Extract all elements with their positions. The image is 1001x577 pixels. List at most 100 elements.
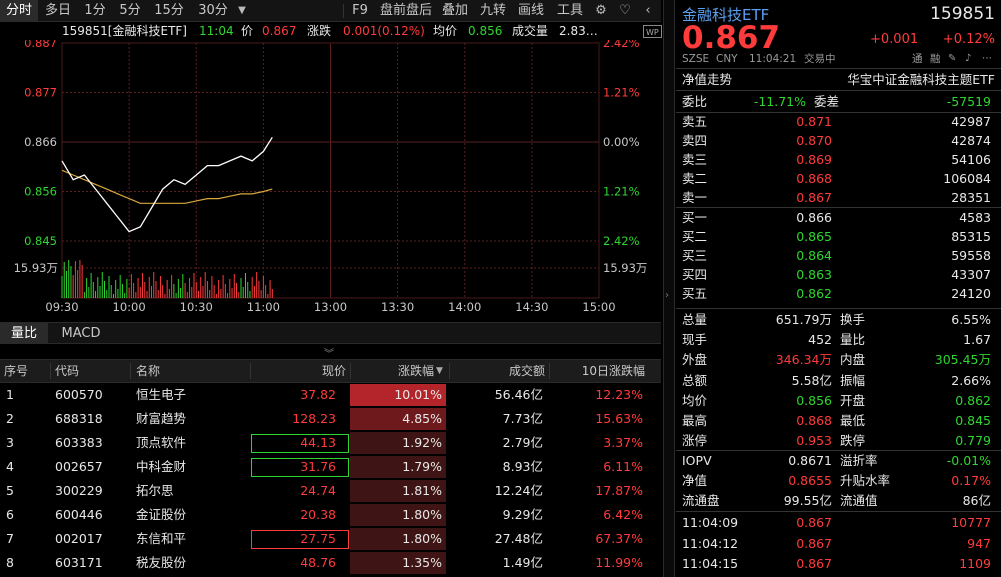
tab-30min[interactable]: 30分 xyxy=(198,3,228,18)
row-no: 7 xyxy=(6,531,14,546)
price-flash-box xyxy=(251,434,349,453)
stat-value: 0.856 xyxy=(796,392,832,408)
tab-volume-ratio[interactable]: 量比 xyxy=(0,323,48,344)
panel-divider[interactable]: › xyxy=(663,0,675,577)
header-10day-change[interactable]: 10日涨跌幅 xyxy=(581,364,645,378)
x-tick-label: 10:30 xyxy=(180,300,213,314)
table-row[interactable]: 8 603171 税友股份 48.76 1.35% 1.49亿 11.99% xyxy=(0,551,661,575)
quote-time: 11:04:21 xyxy=(749,53,797,65)
wp-badge[interactable]: WP xyxy=(643,25,662,38)
stat-label: 跌停 xyxy=(840,433,866,449)
x-tick-label: 14:00 xyxy=(448,300,481,314)
level-price: 0.865 xyxy=(796,229,832,244)
header-amount[interactable]: 成交额 xyxy=(508,364,545,378)
row-price: 44.13 xyxy=(300,435,336,450)
table-row[interactable]: 4 002657 中科金财 31.76 1.79% 8.93亿 6.11% xyxy=(0,455,661,479)
tab-intraday[interactable]: 分时 xyxy=(0,0,38,22)
change-highlight xyxy=(350,456,446,478)
bell-icon[interactable]: ♪ xyxy=(965,53,972,64)
header-price[interactable]: 现价 xyxy=(321,364,346,378)
change-highlight xyxy=(350,552,446,574)
nine-turn-button[interactable]: 九转 xyxy=(479,3,506,18)
fund-code: 159851 xyxy=(930,4,995,24)
gear-icon[interactable]: ⚙ xyxy=(595,3,607,18)
buy-level[interactable]: 买四 0.863 43307 xyxy=(676,265,1001,284)
stat-value: 86亿 xyxy=(962,493,991,509)
info-change: 0.001(0.12%) xyxy=(343,24,425,38)
row-amount: 56.46亿 xyxy=(494,387,543,402)
tab-multi-day[interactable]: 多日 xyxy=(44,3,71,18)
sell-level[interactable]: 卖五 0.871 42987 xyxy=(676,112,1001,131)
tab-1min[interactable]: 1分 xyxy=(84,3,106,18)
stat-row: 流通盘 99.55亿 流通值 86亿 xyxy=(676,491,1001,510)
table-row[interactable]: 7 002017 东信和平 27.75 1.80% 27.48亿 67.37% xyxy=(0,527,661,551)
level-price: 0.864 xyxy=(796,248,832,263)
tab-5min[interactable]: 5分 xyxy=(119,3,141,18)
intraday-chart[interactable]: 0.887 2.42% 0.877 1.21% 0.866 0.00% 0.856 1.21%… xyxy=(0,40,661,322)
row-name: 拓尔思 xyxy=(136,483,174,498)
tab-15min[interactable]: 15分 xyxy=(154,3,184,18)
stat-value: 0.868 xyxy=(796,413,832,428)
buy-level[interactable]: 买三 0.864 59558 xyxy=(676,246,1001,265)
pre-post-market-button[interactable]: 盘前盘后 xyxy=(379,3,432,18)
sell-level[interactable]: 卖二 0.868 106084 xyxy=(676,169,1001,188)
table-row[interactable]: 2 688318 财富趋势 128.23 4.85% 7.73亿 15.63% xyxy=(0,407,661,431)
tools-button[interactable]: 工具 xyxy=(556,3,583,18)
chevron-right-icon[interactable]: › xyxy=(665,290,669,301)
table-row[interactable]: 1 600570 恒生电子 37.82 10.01% 56.46亿 12.23% xyxy=(0,383,661,407)
stat-row: 总量 651.79万 换手 6.55% xyxy=(676,310,1001,329)
header-change-pct[interactable]: 涨跌幅 xyxy=(397,364,434,378)
nav-trend-link[interactable]: 净值走势 xyxy=(682,72,733,87)
stat-row: 均价 0.856 开盘 0.862 xyxy=(676,391,1001,410)
header-code[interactable]: 代码 xyxy=(55,364,80,378)
row-name: 恒生电子 xyxy=(136,387,187,402)
level-label: 卖五 xyxy=(682,114,708,129)
level-label: 买五 xyxy=(682,286,708,301)
stat-row: 现手 452 量比 1.67 xyxy=(676,330,1001,349)
heart-icon[interactable]: ♡ xyxy=(619,3,631,18)
change-label: 涨跌 xyxy=(307,24,332,38)
row-10day-change: 11.99% xyxy=(595,555,643,570)
currency: CNY xyxy=(716,53,738,65)
buy-level[interactable]: 买一 0.866 4583 xyxy=(676,208,1001,227)
header-no[interactable]: 序号 xyxy=(4,364,29,378)
draw-line-button[interactable]: 画线 xyxy=(517,3,544,18)
quote-meta: SZSE CNY 11:04:21 交易中 通 融 ✎ ♪ ⋯ xyxy=(676,52,1001,66)
f9-button[interactable]: F9 xyxy=(352,3,368,18)
order-ratio-row: 委比 -11.71% 委差 -57519 xyxy=(676,92,1001,111)
change-highlight xyxy=(350,432,446,454)
chart-toolbar: 分时 多日 1分 5分 15分 30分 ▼ F9 盘前盘后 叠加 九转 画线 工… xyxy=(0,0,661,22)
row-amount: 1.49亿 xyxy=(502,555,543,570)
stat-row: 外盘 346.34万 内盘 305.45万 xyxy=(676,350,1001,369)
sell-level[interactable]: 卖一 0.867 28351 xyxy=(676,188,1001,207)
row-no: 8 xyxy=(6,555,14,570)
row-code: 002017 xyxy=(55,531,103,546)
table-row[interactable]: 5 300229 拓尔思 24.74 1.81% 12.24亿 17.87% xyxy=(0,479,661,503)
edit-icon[interactable]: ✎ xyxy=(948,53,957,64)
collapse-icon[interactable]: ︾ xyxy=(324,349,334,360)
tab-macd[interactable]: MACD xyxy=(61,326,101,341)
stat-row: 最高 0.868 最低 0.845 xyxy=(676,411,1001,430)
more-icon[interactable]: ⋯ xyxy=(982,53,992,64)
table-row[interactable]: 3 603383 顶点软件 44.13 1.92% 2.79亿 3.37% xyxy=(0,431,661,455)
chevron-down-icon[interactable]: ▼ xyxy=(238,5,246,16)
overlay-button[interactable]: 叠加 xyxy=(441,3,468,18)
sort-desc-icon[interactable]: ▼ xyxy=(436,366,443,376)
buy-level[interactable]: 买五 0.862 24120 xyxy=(676,284,1001,303)
level-label: 卖四 xyxy=(682,133,708,148)
level-label: 买二 xyxy=(682,229,708,244)
sell-level[interactable]: 卖四 0.870 42874 xyxy=(676,131,1001,150)
row-name: 东信和平 xyxy=(136,531,187,546)
quote-panel: 金融科技ETF 159851 0.867 +0.001 +0.12% SZSE … xyxy=(676,0,1001,577)
sell-level[interactable]: 卖三 0.869 54106 xyxy=(676,150,1001,169)
row-change-pct: 1.35% xyxy=(402,555,442,570)
chevron-left-icon[interactable]: ‹ xyxy=(645,3,651,18)
table-row[interactable]: 6 600446 金证股份 20.38 1.80% 9.29亿 6.42% xyxy=(0,503,661,527)
row-10day-change: 67.37% xyxy=(595,531,643,546)
level-volume: 59558 xyxy=(951,248,991,263)
x-tick-label: 15:00 xyxy=(582,300,615,314)
x-tick-label: 09:30 xyxy=(45,300,78,314)
buy-level[interactable]: 买二 0.865 85315 xyxy=(676,227,1001,246)
header-name[interactable]: 名称 xyxy=(136,364,161,378)
stat-label: 净值 xyxy=(682,473,708,489)
